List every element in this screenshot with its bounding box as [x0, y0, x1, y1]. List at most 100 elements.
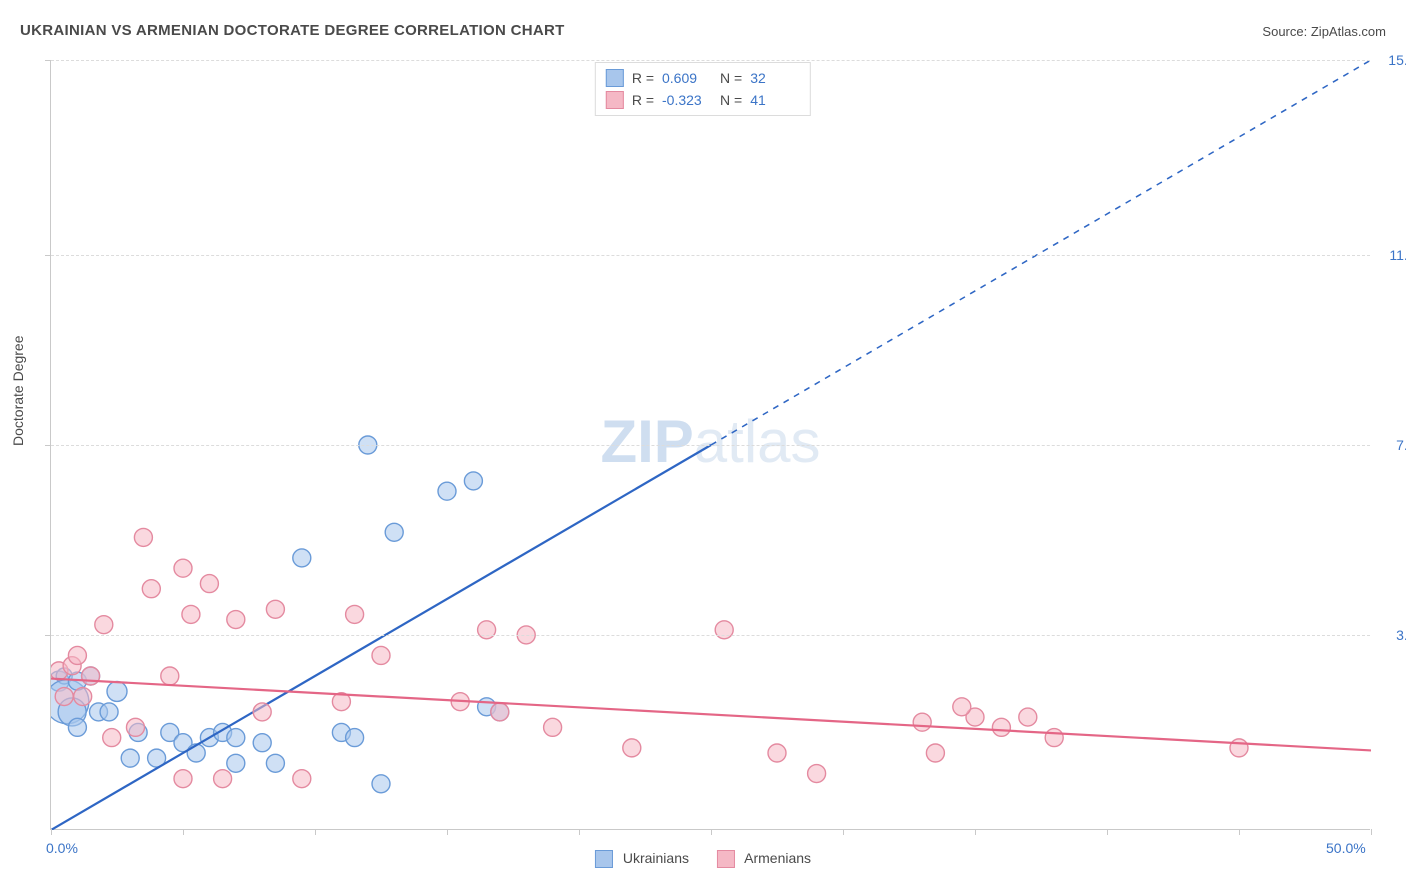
data-point — [174, 770, 192, 788]
legend-swatch-armenians-icon — [717, 850, 735, 868]
chart-container: UKRAINIAN VS ARMENIAN DOCTORATE DEGREE C… — [0, 0, 1406, 892]
data-point — [544, 718, 562, 736]
data-point — [992, 718, 1010, 736]
data-point — [768, 744, 786, 762]
x-tick — [975, 829, 976, 835]
data-point — [126, 718, 144, 736]
y-tick-label: 15.0% — [1388, 52, 1406, 68]
x-tick — [315, 829, 316, 835]
data-point — [1019, 708, 1037, 726]
data-point — [808, 765, 826, 783]
legend-label-ukrainians: Ukrainians — [623, 850, 689, 866]
legend-swatch-ukrainians-icon — [595, 850, 613, 868]
data-point — [266, 754, 284, 772]
x-tick — [1107, 829, 1108, 835]
data-point — [346, 729, 364, 747]
x-tick — [711, 829, 712, 835]
gridline — [51, 445, 1370, 446]
data-point — [174, 559, 192, 577]
data-point — [293, 549, 311, 567]
gridline — [51, 635, 1370, 636]
x-tick — [843, 829, 844, 835]
legend-swatch-armenians-icon — [606, 91, 624, 109]
n-label: N = — [720, 89, 742, 111]
x-tick — [51, 829, 52, 835]
plot-area: ZIPatlas 3.8%7.5%11.2%15.0% — [50, 60, 1370, 830]
data-point — [74, 688, 92, 706]
bottom-legend: Ukrainians Armenians — [595, 850, 811, 868]
legend-item-ukrainians: Ukrainians — [595, 850, 689, 868]
n-label: N = — [720, 67, 742, 89]
n-value-ukrainians: 32 — [750, 67, 800, 89]
data-point — [187, 744, 205, 762]
data-point — [100, 703, 118, 721]
data-point — [227, 611, 245, 629]
correlation-legend-row: R = -0.323 N = 41 — [606, 89, 800, 111]
data-point — [385, 523, 403, 541]
data-point — [82, 667, 100, 685]
data-point — [161, 667, 179, 685]
y-tick-label: 7.5% — [1396, 437, 1406, 453]
data-point — [68, 718, 86, 736]
x-tick — [579, 829, 580, 835]
data-point — [227, 754, 245, 772]
regression-line-dashed — [711, 60, 1371, 445]
data-point — [227, 729, 245, 747]
y-tick-label: 11.2% — [1389, 247, 1406, 263]
gridline — [51, 255, 1370, 256]
data-point — [464, 472, 482, 490]
data-point — [121, 749, 139, 767]
data-point — [103, 729, 121, 747]
data-point — [55, 688, 73, 706]
data-point — [293, 770, 311, 788]
data-point — [1045, 729, 1063, 747]
chart-title: UKRAINIAN VS ARMENIAN DOCTORATE DEGREE C… — [20, 22, 565, 39]
data-point — [107, 681, 127, 701]
x-tick — [447, 829, 448, 835]
y-tick — [45, 255, 51, 256]
data-point — [200, 575, 218, 593]
y-tick — [45, 60, 51, 61]
r-label: R = — [632, 67, 654, 89]
x-tick — [183, 829, 184, 835]
source-attribution: Source: ZipAtlas.com — [1262, 24, 1386, 39]
data-point — [95, 616, 113, 634]
source-value: ZipAtlas.com — [1311, 24, 1386, 39]
legend-label-armenians: Armenians — [744, 850, 811, 866]
data-point — [491, 703, 509, 721]
legend-swatch-ukrainians-icon — [606, 69, 624, 87]
data-point — [913, 713, 931, 731]
data-point — [478, 621, 496, 639]
n-value-armenians: 41 — [750, 89, 800, 111]
gridline — [51, 60, 1370, 61]
r-label: R = — [632, 89, 654, 111]
correlation-legend-row: R = 0.609 N = 32 — [606, 67, 800, 89]
x-axis-max-label: 50.0% — [1326, 840, 1366, 856]
data-point — [372, 775, 390, 793]
data-point — [134, 528, 152, 546]
data-point — [266, 600, 284, 618]
data-point — [68, 646, 86, 664]
data-point — [253, 703, 271, 721]
y-tick — [45, 445, 51, 446]
x-tick — [1239, 829, 1240, 835]
x-axis-min-label: 0.0% — [46, 840, 78, 856]
data-point — [182, 605, 200, 623]
regression-line — [51, 445, 711, 830]
correlation-legend: R = 0.609 N = 32 R = -0.323 N = 41 — [595, 62, 811, 116]
legend-item-armenians: Armenians — [717, 850, 811, 868]
r-value-ukrainians: 0.609 — [662, 67, 712, 89]
data-point — [623, 739, 641, 757]
r-value-armenians: -0.323 — [662, 89, 712, 111]
y-tick — [45, 635, 51, 636]
data-point — [953, 698, 971, 716]
y-tick-label: 3.8% — [1396, 627, 1406, 643]
x-tick — [1371, 829, 1372, 835]
source-label: Source: — [1262, 24, 1307, 39]
data-point — [253, 734, 271, 752]
data-point — [142, 580, 160, 598]
data-point — [926, 744, 944, 762]
data-point — [346, 605, 364, 623]
data-point — [438, 482, 456, 500]
y-axis-title: Doctorate Degree — [10, 335, 26, 446]
